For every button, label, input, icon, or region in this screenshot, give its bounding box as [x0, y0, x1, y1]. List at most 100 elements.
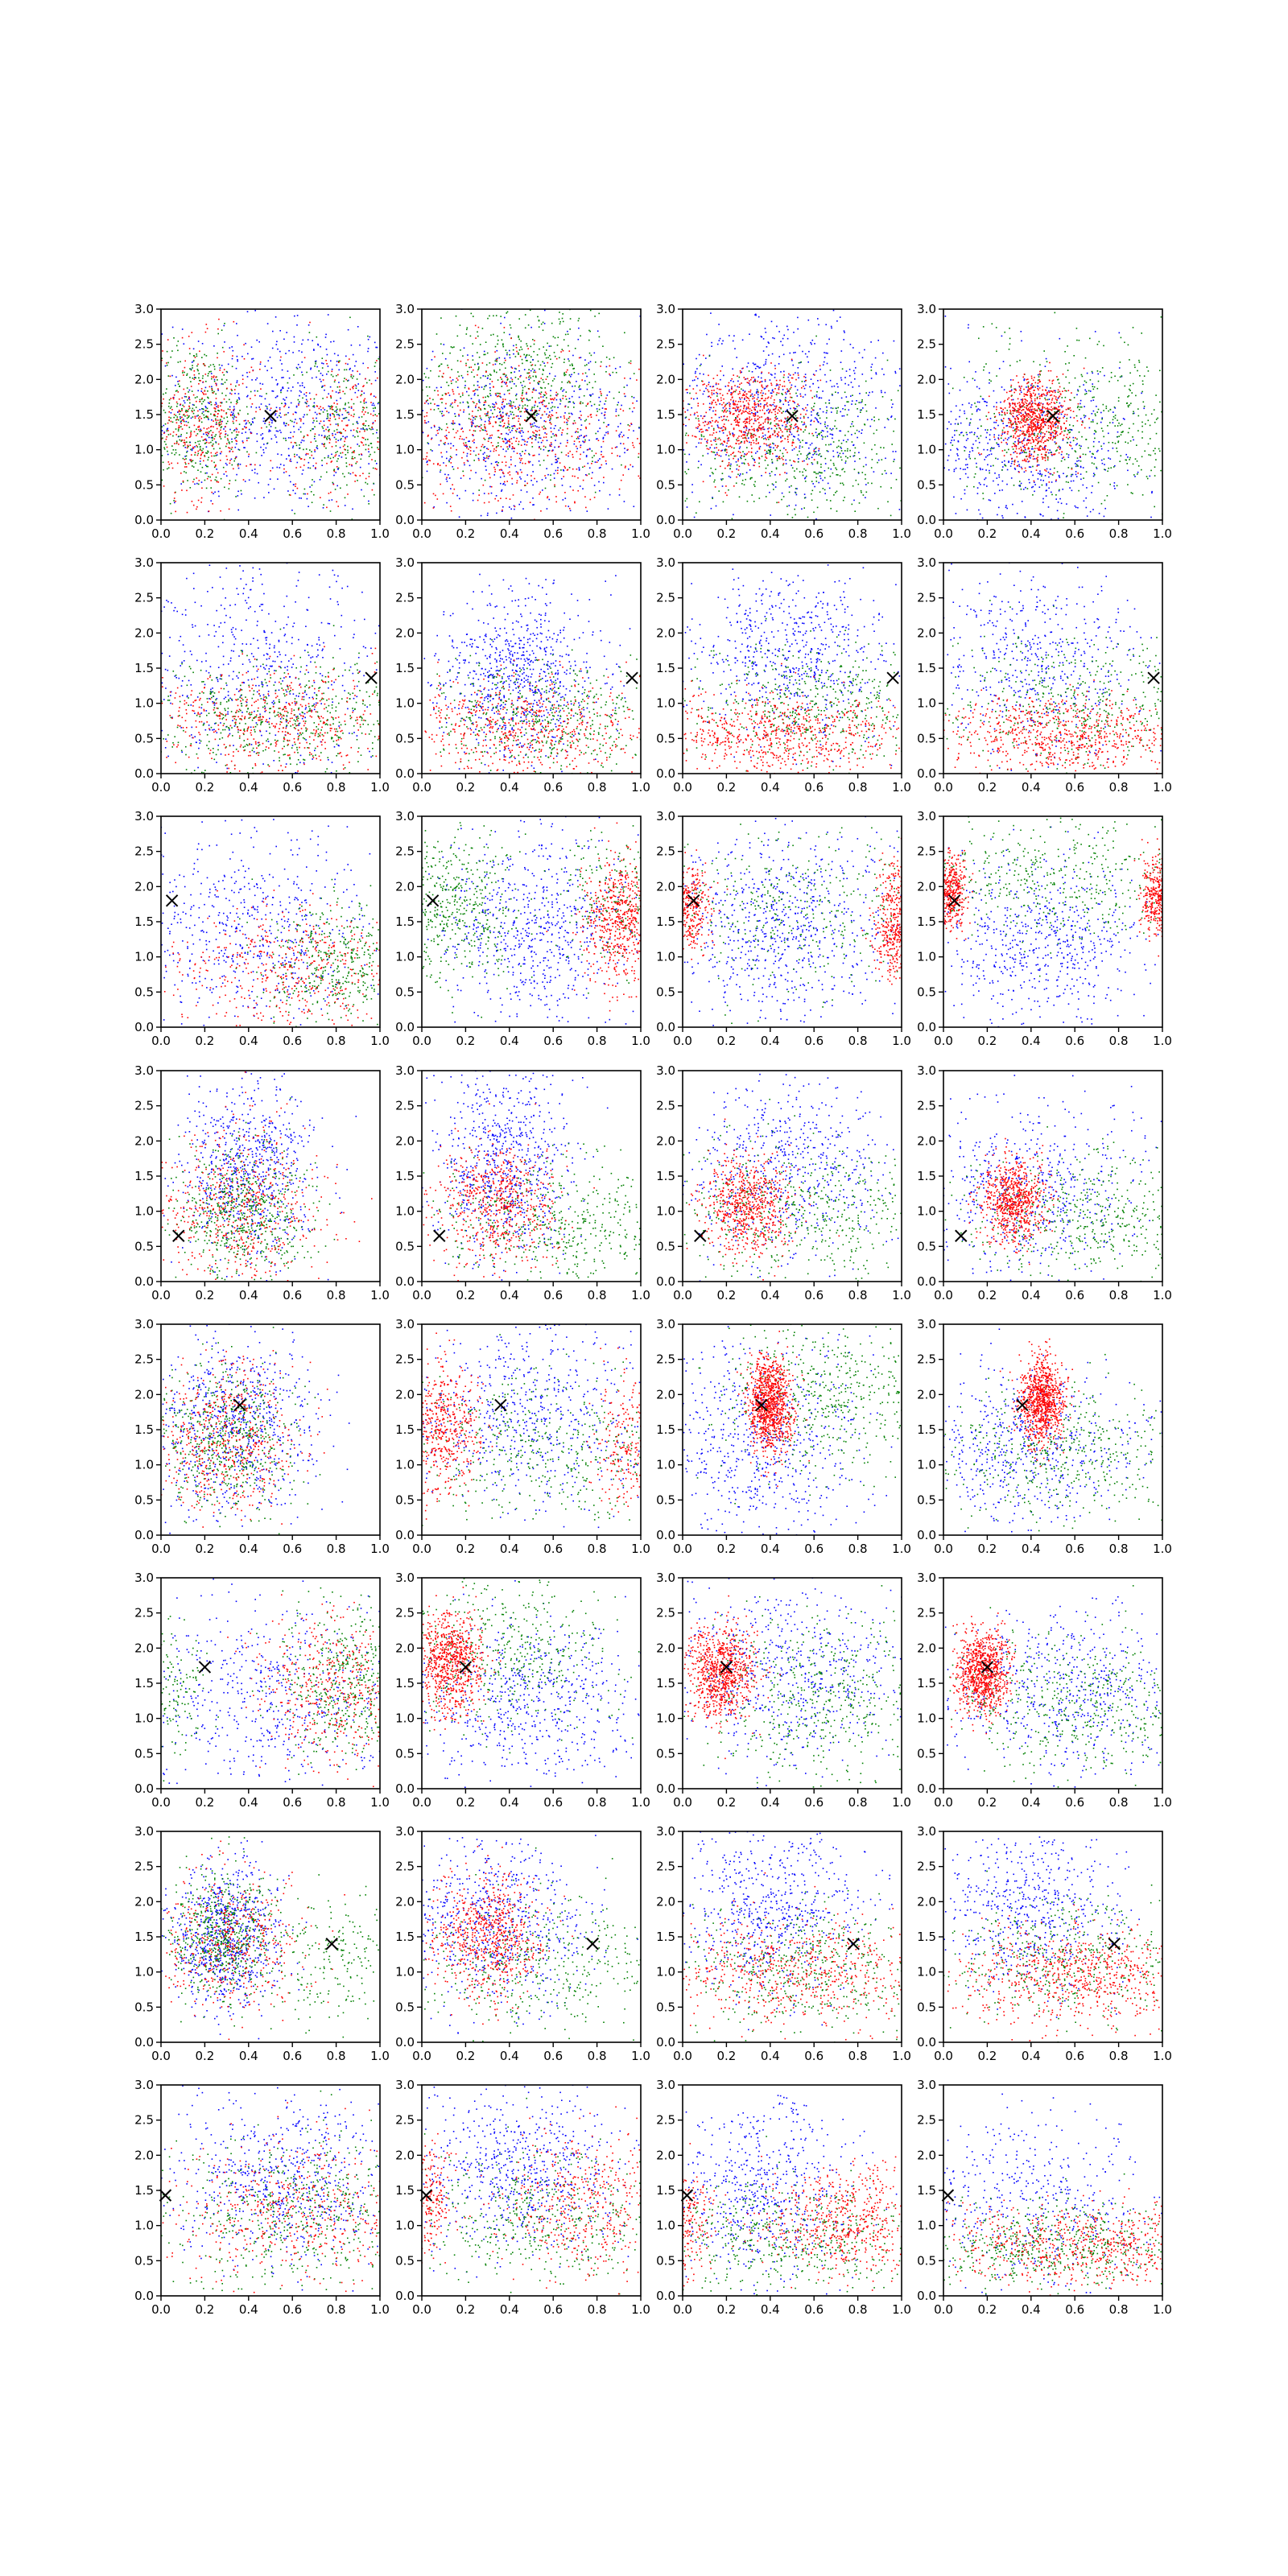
- data-point: [745, 459, 746, 460]
- data-point: [529, 375, 530, 377]
- data-point: [737, 416, 739, 418]
- data-point: [502, 419, 504, 421]
- data-point: [315, 467, 316, 469]
- data-point: [785, 449, 786, 451]
- data-point: [441, 402, 443, 403]
- data-point: [602, 438, 605, 440]
- data-point: [538, 427, 540, 428]
- data-point: [771, 461, 774, 463]
- data-point: [842, 452, 844, 455]
- data-point: [555, 469, 557, 472]
- data-point: [352, 472, 354, 474]
- data-point: [532, 471, 534, 473]
- data-point: [523, 398, 525, 399]
- data-point: [584, 439, 586, 441]
- data-point: [505, 461, 507, 463]
- data-point: [572, 489, 574, 491]
- data-point: [729, 403, 731, 405]
- data-point: [351, 464, 353, 467]
- data-point: [290, 437, 291, 439]
- data-point: [175, 385, 176, 386]
- data-point: [786, 431, 788, 432]
- data-point: [521, 358, 523, 361]
- data-point: [347, 328, 349, 331]
- data-point: [738, 496, 741, 498]
- data-point: [488, 456, 489, 457]
- data-point: [448, 460, 450, 463]
- data-point: [530, 413, 532, 415]
- data-point: [348, 413, 350, 415]
- data-point: [865, 464, 867, 466]
- data-point: [775, 394, 778, 396]
- data-point: [456, 494, 458, 497]
- data-point: [308, 324, 310, 326]
- x-tick-label: 0.8: [588, 526, 607, 541]
- data-point: [822, 390, 824, 392]
- data-point: [230, 393, 233, 395]
- data-point: [279, 415, 280, 417]
- data-point: [539, 393, 542, 395]
- data-point: [478, 399, 481, 401]
- data-point: [248, 437, 250, 439]
- data-point: [624, 448, 625, 449]
- data-point: [290, 402, 292, 404]
- data-point: [697, 378, 699, 380]
- data-point: [729, 433, 731, 436]
- data-point: [327, 426, 328, 428]
- data-point: [210, 441, 212, 444]
- data-point: [292, 352, 294, 353]
- data-point: [351, 457, 353, 460]
- data-point: [498, 411, 501, 414]
- data-point: [314, 426, 316, 427]
- data-point: [777, 384, 779, 386]
- data-point: [220, 427, 222, 429]
- data-point: [633, 506, 635, 507]
- data-point: [881, 459, 883, 460]
- data-point: [523, 411, 526, 413]
- data-point: [595, 452, 597, 455]
- data-point: [353, 452, 355, 453]
- data-point: [758, 447, 761, 449]
- data-point: [619, 456, 621, 457]
- data-point: [567, 333, 569, 335]
- data-point: [259, 395, 261, 397]
- data-point: [765, 453, 766, 456]
- data-point: [776, 433, 778, 435]
- data-point: [497, 436, 499, 438]
- data-point: [496, 359, 497, 361]
- data-point: [719, 431, 720, 432]
- data-point: [185, 437, 188, 439]
- data-point: [773, 447, 774, 449]
- data-point: [378, 413, 380, 415]
- data-point: [469, 440, 470, 442]
- data-point: [805, 425, 807, 427]
- data-point: [824, 477, 826, 479]
- data-point: [460, 409, 461, 411]
- data-point: [816, 435, 818, 436]
- data-point: [527, 399, 530, 402]
- data-point: [427, 442, 429, 444]
- data-point: [715, 419, 717, 422]
- data-point: [269, 418, 271, 420]
- data-point: [295, 366, 298, 369]
- data-point: [482, 429, 485, 431]
- data-point: [768, 390, 770, 392]
- y-tick-label: 2.5: [134, 337, 154, 352]
- data-point: [273, 488, 275, 490]
- data-point: [275, 414, 276, 416]
- data-point: [732, 407, 734, 409]
- data-point: [510, 377, 512, 379]
- data-point: [769, 491, 770, 493]
- data-point: [535, 439, 537, 441]
- data-point: [229, 428, 231, 431]
- data-point: [207, 417, 209, 419]
- data-point: [368, 425, 369, 427]
- data-point: [342, 407, 345, 410]
- data-point: [632, 465, 634, 468]
- data-point: [543, 362, 545, 364]
- data-point: [823, 361, 825, 363]
- data-point: [708, 382, 710, 383]
- data-point: [168, 398, 171, 401]
- data-point: [567, 427, 568, 430]
- data-point: [322, 379, 324, 381]
